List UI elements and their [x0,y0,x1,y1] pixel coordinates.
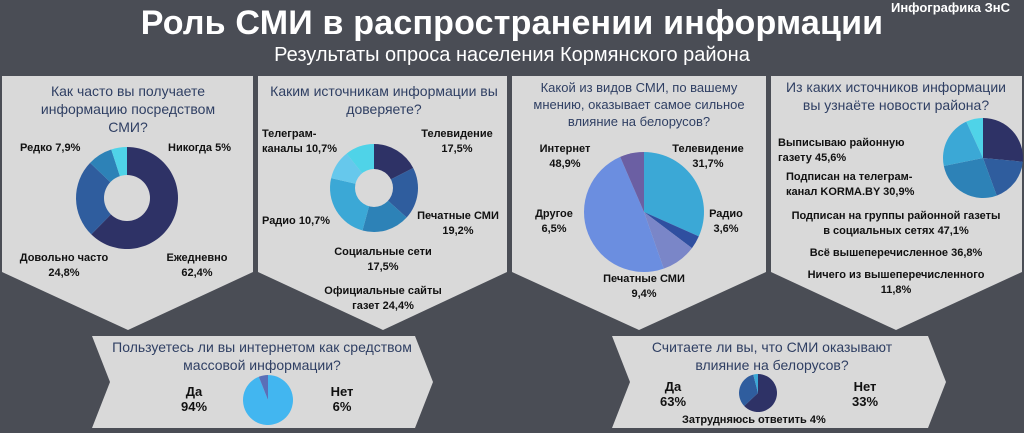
chart-5-slice-1 [242,375,293,425]
page-title: Роль СМИ в распространении информации [140,4,884,42]
p4-label-telegram: Подписан на телеграм-канал KORMA.BY 30,9… [786,171,915,198]
chart-4-slice-2 [983,158,1023,196]
p6-label-yes: Да 63% [659,379,687,409]
p2-label-print: Печатные СМИ 19,2% [417,210,499,237]
panel-1-question: Как часто вы получаете информацию посред… [40,83,216,135]
p4-label-all: Всё вышеперечисленное 36,8% [809,247,983,259]
p3-label-tv: Телевидение 31,7% [672,143,744,170]
p2-label-official: Официальные сайты газет 24,4% [324,285,442,312]
chart-2-hole [355,169,393,207]
p2-label-tv: Телевидение 17,5% [421,128,493,155]
chart-4-slice-4 [943,121,983,167]
p3-label-internet: Интернет 48,9% [539,143,591,170]
brand-label: Инфографика ЗнС [890,0,1010,15]
p1-label-often: Довольно часто 24,8% [19,252,109,279]
panel-3-question: Какой из видов СМИ, по вашему мнению, ок… [533,80,745,129]
panel-6-bg [612,336,946,428]
panel-2-question: Каким источникам информации вы доверяете… [270,83,498,117]
p3-label-radio: Радио 3,6% [709,208,743,235]
chart-5-slice-2 [258,375,268,400]
p2-label-telegram: Телеграм-каналы 10,7% [262,128,338,155]
chart-2-slice-2 [374,168,418,218]
chart-1-hole [104,175,150,221]
p1-label-rare: Редко 7,9% [20,142,81,154]
p4-label-social: Подписан на группы районной газеты в соци… [791,210,1001,237]
p2-label-radio: Радио 10,7% [262,215,331,227]
p1-label-never: Никогда 5% [168,142,232,154]
p5-label-yes: Да 94% [180,384,208,414]
chart-3-slice-1 [644,152,704,237]
p4-label-newspaper: Выписываю районную газету 45,6% [778,137,905,164]
chart-6-slice-3 [753,374,758,393]
chart-3-slice-5 [620,152,644,212]
chart-6-slice-1 [744,374,777,412]
p1-label-daily: Ежедневно 62,4% [166,252,228,279]
chart-3-slice-2 [644,212,699,249]
panel-6-question: Считаете ли вы, что СМИ оказывают влияни… [651,339,893,373]
chart-4-slice-3 [943,158,997,199]
chart-3-slice-3 [644,212,692,269]
p6-label-unsure: Затрудняюсь ответить 4% [682,414,826,426]
p2-label-social: Социальные сети 17,5% [334,246,432,273]
chart-4-slice-5 [966,118,983,158]
p5-label-no: Нет 6% [330,384,354,414]
panel-5-question: Пользуетесь ли вы интернетом как средств… [112,339,412,373]
chart-3-slice-4 [583,156,664,273]
p3-label-other: Другое 6,5% [535,208,573,235]
p6-label-no: Нет 33% [851,379,879,409]
p4-label-none: Ничего из вышеперечисленного 11,8% [807,269,985,296]
page-subtitle: Результаты опроса населения Кормянского … [274,44,750,66]
chart-6-slice-2 [738,374,758,407]
panel-4-question: Из каких источников информации вы узнаёт… [786,79,1006,113]
chart-4-slice-1 [983,118,1023,162]
p3-label-print: Печатные СМИ 9,4% [603,273,685,300]
chart-1-slice-2 [76,162,127,235]
